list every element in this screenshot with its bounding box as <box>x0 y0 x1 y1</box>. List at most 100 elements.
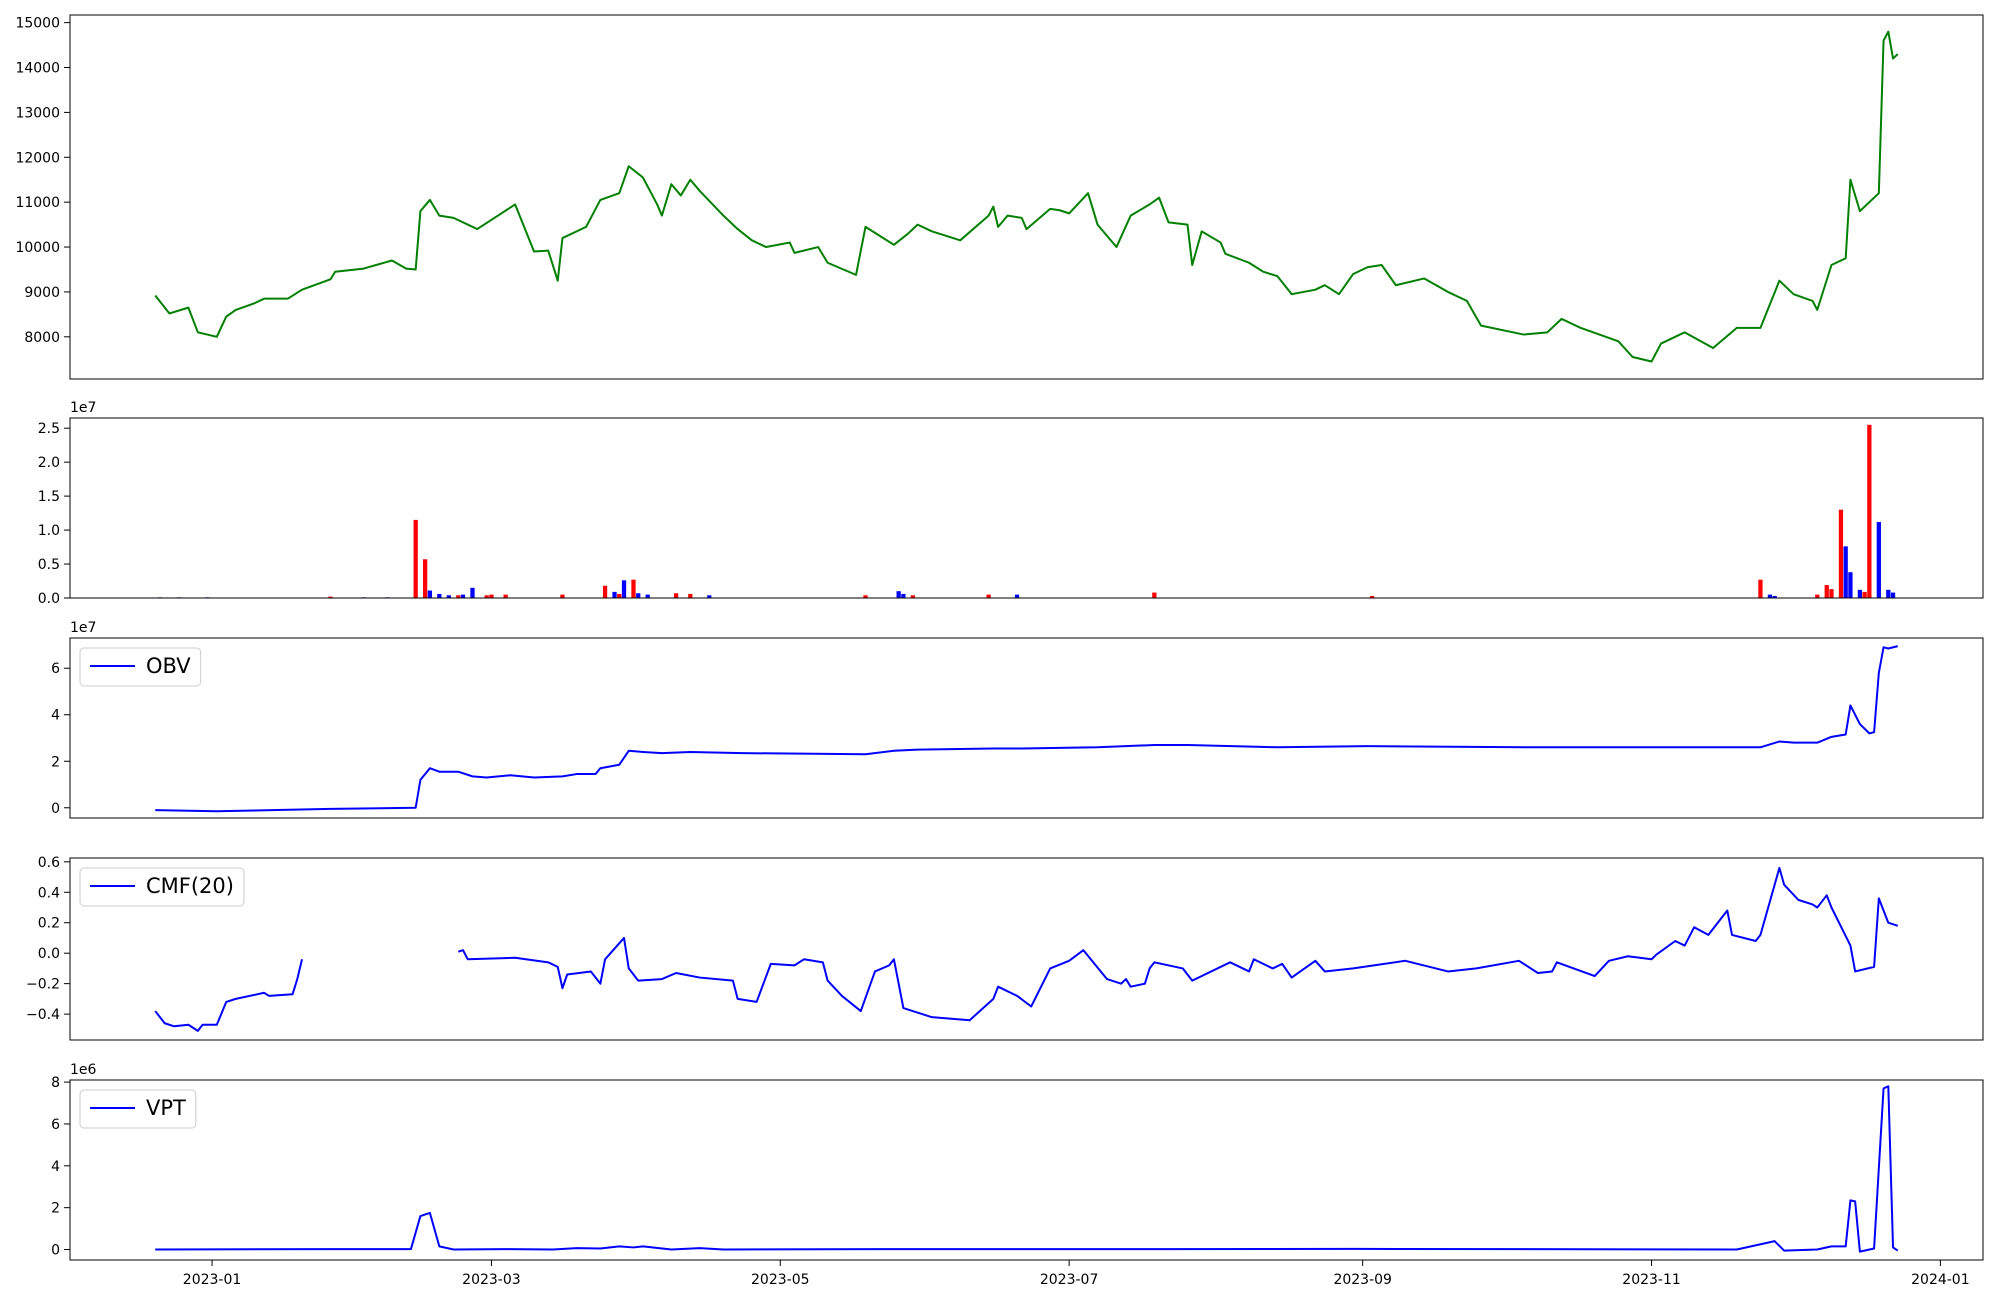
bar <box>1843 546 1848 598</box>
y-tick-label: 4 <box>51 1159 60 1175</box>
y-tick-label: 0.2 <box>38 916 60 932</box>
bar <box>673 593 679 598</box>
y-tick-label: 15000 <box>15 16 60 32</box>
y-tick-label: 2 <box>51 1201 60 1217</box>
bar <box>484 595 489 598</box>
bar <box>1370 595 1375 598</box>
bar <box>489 594 494 598</box>
bar <box>470 587 475 598</box>
bar <box>1862 591 1867 598</box>
bar <box>896 591 901 598</box>
y-tick-label: 2 <box>51 754 60 770</box>
y-tick-label: 9000 <box>24 285 60 301</box>
y-tick-label: 0.4 <box>38 885 60 901</box>
bar <box>413 519 418 598</box>
bar <box>863 595 868 598</box>
bar <box>328 596 333 598</box>
line-series <box>155 645 1899 813</box>
y-tick-label: 11000 <box>15 195 60 211</box>
bar <box>503 594 508 598</box>
bar <box>910 595 915 598</box>
y-tick-label: 12000 <box>15 150 60 166</box>
legend-box <box>79 647 202 687</box>
x-tick-label: 2023-09 <box>1333 1272 1392 1288</box>
bar <box>456 595 461 598</box>
bar <box>1829 589 1834 598</box>
y-offset-label: 1e7 <box>70 400 96 416</box>
axes-frame <box>69 637 1984 819</box>
bar <box>1876 521 1881 598</box>
y-tick-label: 6 <box>51 661 60 677</box>
bar <box>460 594 466 598</box>
bar <box>1767 594 1773 598</box>
bar <box>1815 594 1820 598</box>
y-tick-label: −0.4 <box>26 1007 60 1023</box>
bar <box>621 580 627 598</box>
bar <box>446 595 451 598</box>
bar <box>636 593 641 598</box>
y-offset-label: 1e7 <box>70 620 96 636</box>
line-series <box>155 1085 1899 1253</box>
line-series <box>154 866 1899 1032</box>
bar <box>645 594 650 598</box>
bar <box>1857 589 1863 598</box>
bar <box>602 585 608 598</box>
x-tick-label: 2023-05 <box>751 1272 810 1288</box>
x-tick-label: 2024-01 <box>1911 1272 1970 1288</box>
x-tick-label: 2023-07 <box>1040 1272 1099 1288</box>
bar <box>1886 589 1891 598</box>
y-tick-label: 13000 <box>15 105 60 121</box>
bar <box>901 593 906 598</box>
bar <box>986 594 991 598</box>
bar <box>427 590 433 598</box>
legend-label: CMF(20) <box>146 874 234 898</box>
y-tick-label: 0 <box>51 1243 60 1259</box>
bar <box>1848 572 1853 598</box>
line-series <box>154 30 1899 363</box>
y-tick-label: 8 <box>51 1075 60 1091</box>
bar <box>1890 592 1896 598</box>
legend-box <box>79 1089 197 1129</box>
y-tick-label: 0.0 <box>38 591 60 607</box>
bar <box>1758 579 1763 598</box>
y-tick-label: 0.0 <box>38 946 60 962</box>
y-tick-label: 1.5 <box>38 489 60 505</box>
bar <box>1867 424 1872 598</box>
bar <box>1824 585 1829 598</box>
x-tick-label: 2023-03 <box>462 1272 521 1288</box>
x-tick-label: 2023-11 <box>1622 1272 1681 1288</box>
bar <box>1838 509 1844 598</box>
y-offset-label: 1e6 <box>70 1062 97 1078</box>
y-tick-label: 0 <box>51 801 60 817</box>
bar <box>423 559 428 598</box>
x-tick-label: 2023-01 <box>183 1272 242 1288</box>
bar <box>560 594 565 598</box>
bar <box>631 579 636 598</box>
y-tick-label: 2.5 <box>38 421 60 437</box>
legend-label: OBV <box>146 654 191 678</box>
y-tick-label: 0.5 <box>38 557 60 573</box>
legend-label: VPT <box>146 1096 186 1120</box>
axes-frame <box>69 417 1984 599</box>
y-tick-label: 1.0 <box>38 523 60 539</box>
y-tick-label: 14000 <box>15 61 60 77</box>
bar <box>1772 595 1777 598</box>
bar <box>1014 594 1020 598</box>
bar <box>707 595 712 598</box>
bar <box>437 593 442 598</box>
y-tick-label: 4 <box>51 708 60 724</box>
y-tick-label: −0.2 <box>26 977 60 993</box>
y-tick-label: 6 <box>51 1117 60 1133</box>
y-tick-label: 8000 <box>24 330 60 346</box>
axes-frame <box>69 14 1984 380</box>
bar <box>612 591 617 598</box>
bar <box>617 593 622 598</box>
bar <box>1152 592 1157 598</box>
y-tick-label: 2.0 <box>38 455 60 471</box>
axes-frame <box>69 1079 1984 1261</box>
legend-box <box>79 867 245 907</box>
bar <box>688 593 693 598</box>
y-tick-label: 0.6 <box>38 855 60 871</box>
